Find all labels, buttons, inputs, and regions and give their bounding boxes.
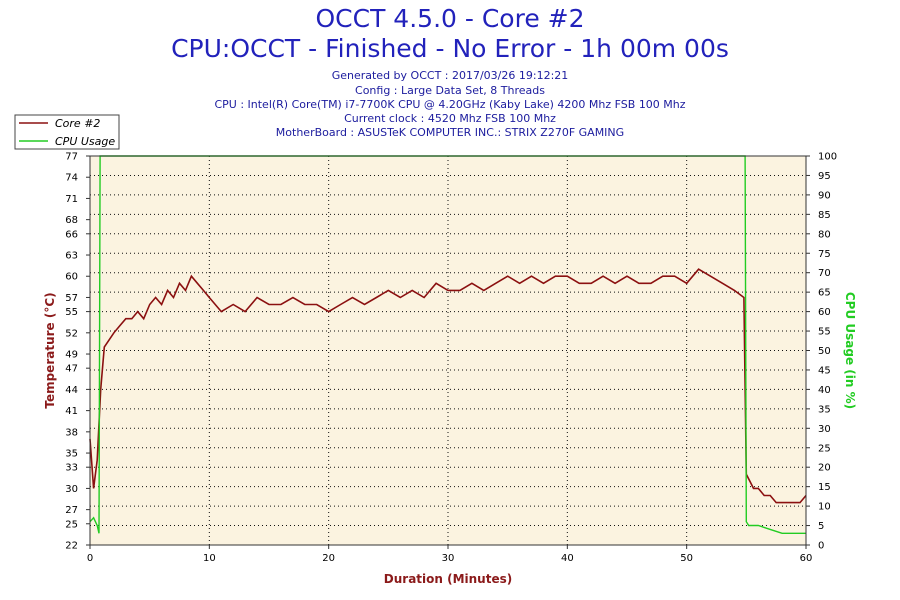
y-tick-label: 68 bbox=[65, 215, 78, 226]
y-tick-label: 66 bbox=[65, 229, 78, 240]
y-tick-label: 47 bbox=[65, 364, 78, 375]
y2-tick-label: 15 bbox=[818, 482, 831, 493]
x-tick-label: 30 bbox=[442, 553, 455, 564]
x-tick-label: 40 bbox=[561, 553, 574, 564]
x-tick-label: 0 bbox=[87, 553, 93, 564]
y-tick-label: 52 bbox=[65, 328, 78, 339]
legend-box bbox=[14, 114, 120, 150]
y2-tick-label: 65 bbox=[818, 288, 831, 299]
y-tick-label: 38 bbox=[65, 427, 78, 438]
y2-tick-label: 85 bbox=[818, 210, 831, 221]
grid bbox=[90, 156, 806, 545]
legend: Core #2 CPU Usage bbox=[14, 114, 120, 150]
y2-tick-label: 80 bbox=[818, 229, 831, 240]
y-tick-label: 71 bbox=[65, 194, 78, 205]
x-tick-label: 10 bbox=[203, 553, 216, 564]
y-tick-label: 77 bbox=[65, 152, 78, 163]
y2-tick-label: 55 bbox=[818, 327, 831, 338]
y-tick-label: 30 bbox=[65, 484, 78, 495]
ticks: 0 10 20 30 40 50 60222527303335384144474952555… bbox=[65, 152, 837, 565]
info-generated: Generated by OCCT : 2017/03/26 19:12:21 bbox=[331, 69, 569, 82]
y2-tick-label: 70 bbox=[818, 268, 831, 279]
info-clock: Current clock : 4520 Mhz FSB 100 Mhz bbox=[344, 112, 556, 125]
info-cpu: CPU : Intel(R) Core(TM) i7-7700K CPU @ 4… bbox=[214, 98, 686, 111]
y-tick-label: 55 bbox=[65, 307, 78, 318]
y2-tick-label: 0 bbox=[818, 541, 824, 552]
y2-tick-label: 90 bbox=[818, 190, 831, 201]
y-axis-label: Temperature (°C) bbox=[43, 292, 57, 408]
y-tick-label: 74 bbox=[65, 173, 78, 184]
y-tick-label: 44 bbox=[65, 385, 78, 396]
y2-tick-label: 95 bbox=[818, 171, 831, 182]
y-tick-label: 27 bbox=[65, 505, 78, 516]
y2-tick-label: 45 bbox=[818, 365, 831, 376]
y-tick-label: 25 bbox=[65, 519, 78, 530]
y-tick-label: 35 bbox=[65, 449, 78, 460]
y2-tick-label: 30 bbox=[818, 424, 831, 435]
series-line-core2 bbox=[89, 268, 807, 504]
info-motherboard: MotherBoard : ASUSTeK COMPUTER INC.: STR… bbox=[275, 126, 625, 139]
y2-tick-label: 75 bbox=[818, 249, 831, 260]
x-axis-label: Duration (Minutes) bbox=[384, 572, 512, 586]
legend-label-cpu-usage: CPU Usage bbox=[55, 135, 115, 148]
info-config: Config : Large Data Set, 8 Threads bbox=[355, 84, 545, 97]
y2-axis-label: CPU Usage (in %) bbox=[843, 292, 857, 409]
y2-tick-label: 100 bbox=[818, 152, 837, 163]
x-tick-label: 20 bbox=[322, 553, 335, 564]
y-tick-label: 22 bbox=[65, 541, 78, 552]
y2-tick-label: 35 bbox=[818, 404, 831, 415]
y-tick-label: 63 bbox=[65, 251, 78, 262]
y2-tick-label: 50 bbox=[818, 346, 831, 357]
x-tick-label: 60 bbox=[800, 553, 813, 564]
y-tick-label: 60 bbox=[65, 272, 78, 283]
series-line-cpu-usage bbox=[89, 155, 806, 534]
y2-tick-label: 25 bbox=[818, 443, 831, 454]
y2-tick-label: 10 bbox=[818, 502, 831, 513]
y-tick-label: 57 bbox=[65, 293, 78, 304]
y2-tick-label: 60 bbox=[818, 307, 831, 318]
chart-subtitle: CPU:OCCT - Finished - No Error - 1h 00m … bbox=[171, 34, 729, 63]
y2-tick-label: 40 bbox=[818, 385, 831, 396]
y-tick-label: 41 bbox=[65, 406, 78, 417]
y2-tick-label: 20 bbox=[818, 463, 831, 474]
x-tick-label: 50 bbox=[680, 553, 693, 564]
chart-title: OCCT 4.5.0 - Core #2 bbox=[315, 4, 585, 33]
y2-tick-label: 5 bbox=[818, 521, 824, 532]
y-tick-label: 33 bbox=[65, 463, 78, 474]
y-tick-label: 49 bbox=[65, 350, 78, 361]
series-lines bbox=[89, 155, 807, 534]
legend-label-core2: Core #2 bbox=[55, 117, 100, 130]
